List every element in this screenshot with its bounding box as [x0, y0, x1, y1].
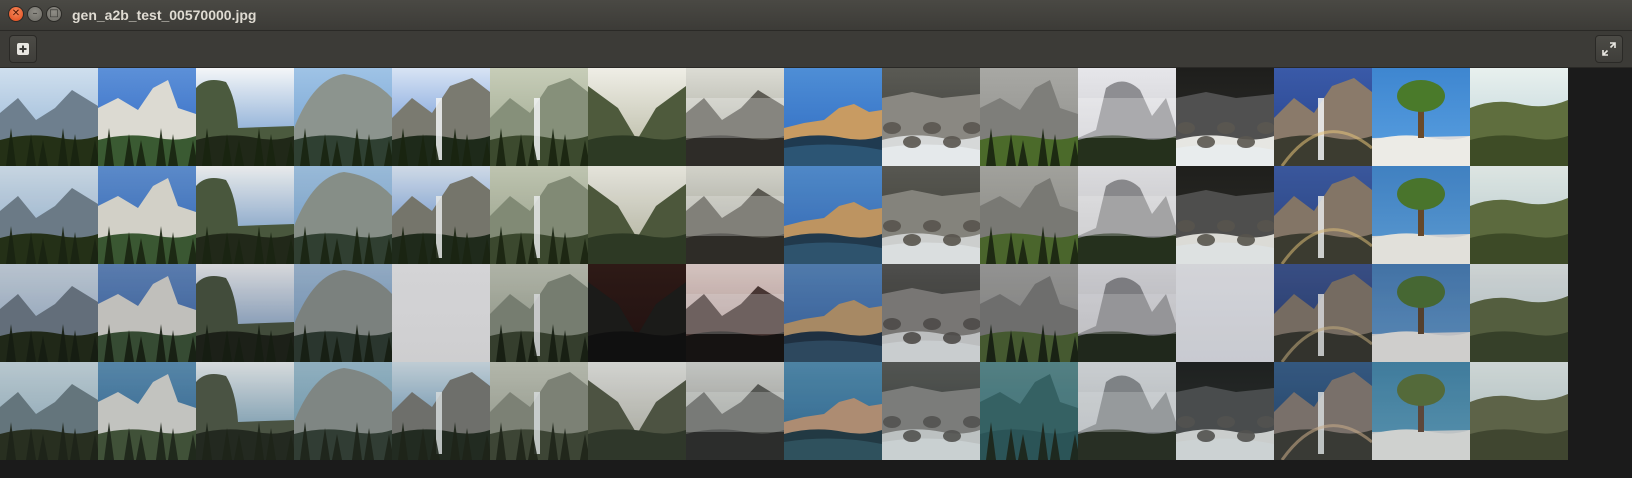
grid-image-r1-c3 [196, 68, 294, 166]
fullscreen-button[interactable] [1595, 35, 1623, 63]
grid-image-r3-c8 [686, 264, 784, 362]
grid-image-r4-c4 [294, 362, 392, 460]
maximize-button[interactable]: □ [46, 6, 62, 22]
grid-image-r4-c11 [980, 362, 1078, 460]
grid-image-r4-c10 [882, 362, 980, 460]
grid-image-r1-c6 [490, 68, 588, 166]
grid-image-r3-c14 [1274, 264, 1372, 362]
grid-image-r3-c4 [294, 264, 392, 362]
grid-image-r3-c13 [1176, 264, 1274, 362]
grid-image-r1-c12 [1078, 68, 1176, 166]
grid-image-r2-c16 [1470, 166, 1568, 264]
grid-image-r2-c11 [980, 166, 1078, 264]
grid-image-r3-c10 [882, 264, 980, 362]
grid-image-r2-c6 [490, 166, 588, 264]
add-icon [17, 43, 29, 55]
grid-image-r1-c13 [1176, 68, 1274, 166]
image-canvas[interactable] [0, 68, 1632, 478]
grid-image-r4-c9 [784, 362, 882, 460]
grid-image-r2-c4 [294, 166, 392, 264]
grid-image-r2-c1 [0, 166, 98, 264]
grid-image-r3-c6 [490, 264, 588, 362]
grid-image-r1-c16 [1470, 68, 1568, 166]
fullscreen-icon [1602, 42, 1616, 56]
grid-image-r1-c10 [882, 68, 980, 166]
minimize-icon: – [32, 8, 38, 19]
grid-image-r4-c8 [686, 362, 784, 460]
grid-image-r4-c1 [0, 362, 98, 460]
grid-image-r2-c5 [392, 166, 490, 264]
grid-image-r1-c14 [1274, 68, 1372, 166]
grid-image-r1-c4 [294, 68, 392, 166]
grid-image-r1-c8 [686, 68, 784, 166]
window-title: gen_a2b_test_00570000.jpg [72, 7, 257, 23]
grid-image-r2-c14 [1274, 166, 1372, 264]
grid-image-r3-c3 [196, 264, 294, 362]
maximize-icon: □ [49, 8, 59, 19]
grid-image-r4-c5 [392, 362, 490, 460]
grid-image-r3-c16 [1470, 264, 1568, 362]
grid-image-r2-c3 [196, 166, 294, 264]
grid-image-r3-c2 [98, 264, 196, 362]
grid-image-r1-c5 [392, 68, 490, 166]
grid-image-r1-c2 [98, 68, 196, 166]
grid-image-r1-c15 [1372, 68, 1470, 166]
grid-image-r2-c7 [588, 166, 686, 264]
grid-image-r1-c1 [0, 68, 98, 166]
grid-image-r3-c5 [392, 264, 490, 362]
grid-image-r4-c13 [1176, 362, 1274, 460]
title-bar[interactable]: ✕ – □ gen_a2b_test_00570000.jpg [0, 0, 1632, 31]
grid-image-r4-c15 [1372, 362, 1470, 460]
grid-image-r1-c7 [588, 68, 686, 166]
add-button[interactable] [9, 35, 37, 63]
grid-image-r2-c13 [1176, 166, 1274, 264]
close-icon: ✕ [11, 8, 21, 19]
grid-image-r2-c8 [686, 166, 784, 264]
close-button[interactable]: ✕ [8, 6, 24, 22]
grid-image-r2-c15 [1372, 166, 1470, 264]
grid-image-r3-c9 [784, 264, 882, 362]
grid-image-r4-c6 [490, 362, 588, 460]
minimize-button[interactable]: – [27, 6, 43, 22]
grid-image-r2-c9 [784, 166, 882, 264]
grid-image-r4-c3 [196, 362, 294, 460]
grid-image-r2-c2 [98, 166, 196, 264]
grid-image-r3-c11 [980, 264, 1078, 362]
grid-image-r4-c7 [588, 362, 686, 460]
grid-image-r3-c1 [0, 264, 98, 362]
grid-image-r4-c2 [98, 362, 196, 460]
grid-image-r1-c9 [784, 68, 882, 166]
grid-image-r3-c12 [1078, 264, 1176, 362]
grid-image-r2-c12 [1078, 166, 1176, 264]
grid-image-r4-c14 [1274, 362, 1372, 460]
grid-image-r2-c10 [882, 166, 980, 264]
grid-image-r4-c12 [1078, 362, 1176, 460]
toolbar [0, 31, 1632, 68]
grid-image-r1-c11 [980, 68, 1078, 166]
grid-image-r3-c7 [588, 264, 686, 362]
grid-image-r4-c16 [1470, 362, 1568, 460]
grid-image-r3-c15 [1372, 264, 1470, 362]
